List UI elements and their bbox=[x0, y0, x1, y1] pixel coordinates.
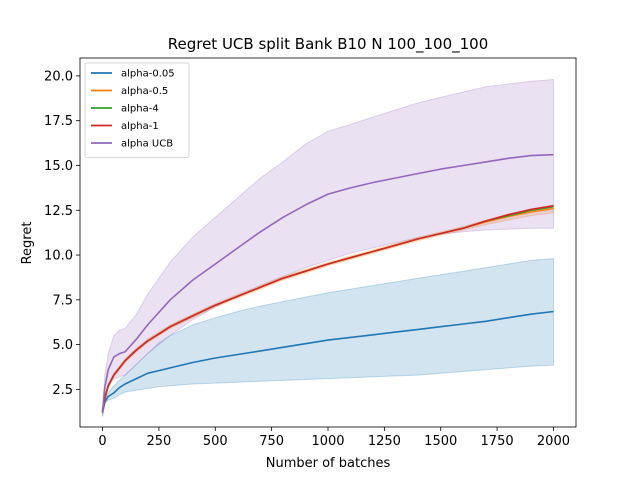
band-alpha-ucb bbox=[102, 78, 554, 417]
line-alpha-0-05 bbox=[101, 310, 554, 413]
band-alpha-0-5 bbox=[102, 204, 554, 413]
y-tick-label: 2.5 bbox=[52, 383, 73, 398]
x-tick-label: 250 bbox=[146, 434, 171, 449]
x-tick-label: 750 bbox=[259, 434, 284, 449]
chart-title: Regret UCB split Bank B10 N 100_100_100 bbox=[168, 35, 489, 54]
x-tick-label: 500 bbox=[203, 434, 228, 449]
y-axis-label: Regret bbox=[20, 222, 35, 265]
y-tick-label: 10.0 bbox=[44, 249, 73, 264]
x-tick-label: 1250 bbox=[368, 434, 401, 449]
legend-label-alpha-ucb: alpha UCB bbox=[121, 139, 173, 150]
x-tick-label: 2000 bbox=[537, 434, 570, 449]
y-tick-label: 17.5 bbox=[44, 114, 73, 129]
band-alpha-0-05 bbox=[102, 258, 554, 417]
x-tick-label: 1750 bbox=[481, 434, 514, 449]
line-alpha-1 bbox=[101, 205, 554, 412]
x-axis-label: Number of batches bbox=[266, 456, 391, 471]
legend-label-alpha-4: alpha-4 bbox=[121, 104, 159, 115]
x-tick-label: 1000 bbox=[311, 434, 344, 449]
legend: alpha-0.05 alpha-0.5 alpha-4 alpha-1 alpha U… bbox=[84, 62, 190, 158]
y-tick-label: 20.0 bbox=[44, 69, 73, 84]
legend-label-alpha-0-5: alpha-0.5 bbox=[121, 86, 168, 97]
x-tick-label: 0 bbox=[98, 434, 106, 449]
y-tick-label: 12.5 bbox=[44, 204, 73, 219]
line-alpha-ucb bbox=[101, 153, 554, 413]
legend-label-alpha-0-05: alpha-0.05 bbox=[121, 69, 175, 80]
y-axis: 2.5 5.0 7.5 10.0 12.5 15.0 17.5 20.0 bbox=[44, 69, 80, 398]
x-axis: 0 250 500 750 1000 1250 1500 1750 2000 bbox=[98, 427, 570, 449]
y-tick-label: 5.0 bbox=[52, 338, 73, 353]
legend-box bbox=[84, 62, 190, 158]
confidence-bands bbox=[102, 78, 554, 417]
legend-label-alpha-1: alpha-1 bbox=[121, 121, 159, 132]
series-lines bbox=[101, 153, 554, 413]
x-tick-label: 1500 bbox=[424, 434, 457, 449]
y-tick-label: 15.0 bbox=[44, 159, 73, 174]
y-tick-label: 7.5 bbox=[52, 293, 73, 308]
